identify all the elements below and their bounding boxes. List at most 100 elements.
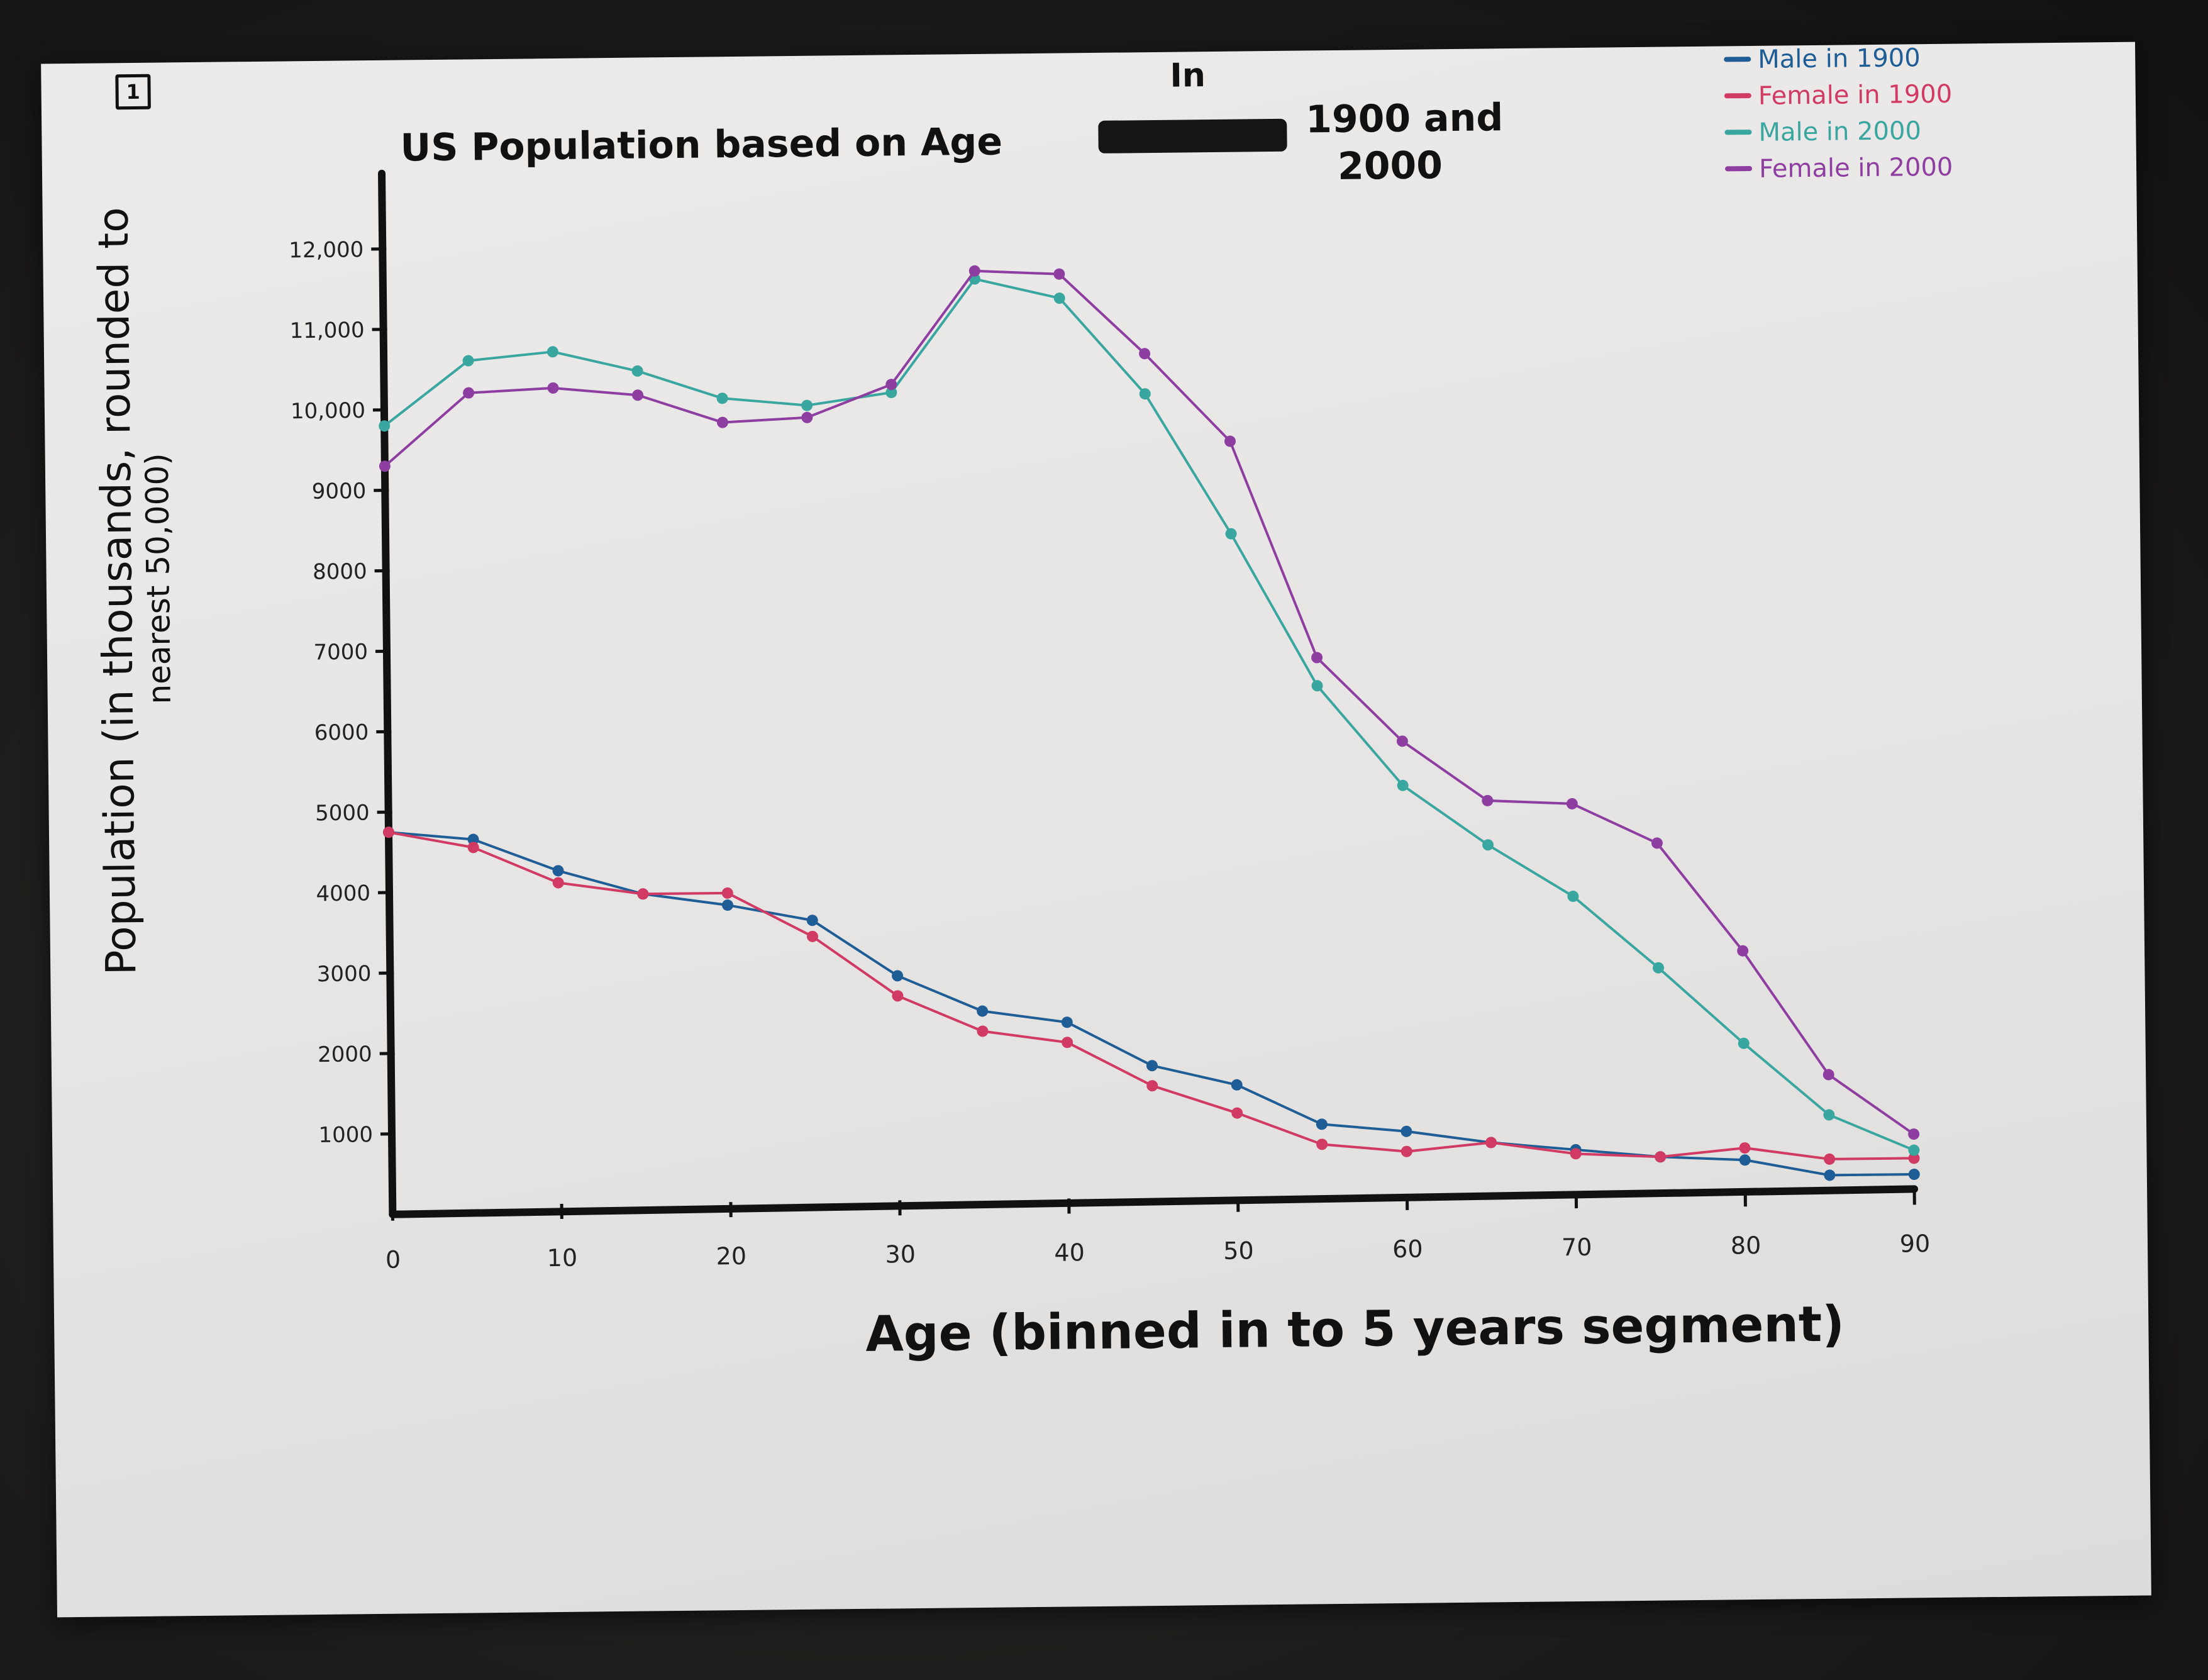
series-line [383, 277, 1915, 1152]
data-point [547, 382, 559, 394]
chart: US Population based on Age In 1900 and 2… [89, 43, 1953, 1363]
data-point [467, 842, 479, 854]
data-point [1738, 1037, 1750, 1049]
data-point [1311, 680, 1323, 692]
data-point [1397, 779, 1409, 791]
data-point [722, 899, 734, 911]
data-point [1737, 945, 1749, 957]
data-point [806, 915, 818, 926]
data-point [1146, 1080, 1158, 1092]
paper-sheet: 1 US Population based on Age In 1900 and… [41, 42, 2151, 1618]
data-point [467, 833, 479, 845]
data-point [1651, 837, 1663, 849]
y-tick-label: 9000 [312, 479, 367, 504]
x-axis-ticks: 0 10 20 30 40 50 60 70 80 90 [386, 1189, 1931, 1274]
data-point [1570, 1148, 1582, 1160]
data-point [1823, 1109, 1835, 1121]
x-axis-line [389, 1185, 1919, 1218]
data-point [885, 387, 897, 399]
y-tick-label: 6000 [314, 720, 369, 746]
y-tick-label: 2000 [318, 1042, 372, 1067]
series-layer [379, 265, 1920, 1181]
x-tick-label: 90 [1900, 1230, 1931, 1258]
title-line1-end: 1900 and [1306, 96, 1504, 142]
data-point [1655, 1151, 1667, 1163]
data-point [379, 420, 391, 432]
data-point [806, 930, 818, 942]
data-point [1224, 435, 1236, 447]
data-point [1824, 1169, 1836, 1181]
data-point [1482, 839, 1494, 851]
series-line [388, 831, 1914, 1177]
x-tick-label: 80 [1731, 1232, 1761, 1260]
x-tick-label: 0 [386, 1246, 401, 1274]
y-tick-label: 10,000 [291, 398, 365, 424]
title-scribble [1098, 118, 1287, 153]
y-tick-label: 12,000 [289, 237, 363, 263]
data-point [1653, 962, 1665, 974]
series-line [388, 831, 1914, 1160]
data-point [1485, 1137, 1497, 1149]
y-axis-line [378, 169, 397, 1218]
data-point [1822, 1069, 1834, 1081]
legend: Male in 1900 Female in 1900 Male in 2000 Fe… [1724, 43, 1953, 184]
data-point [801, 399, 813, 411]
data-point [1401, 1125, 1412, 1137]
x-tick-label: 10 [547, 1244, 578, 1272]
data-point [552, 865, 564, 877]
data-point [1824, 1153, 1836, 1165]
legend-entry: Female in 1900 [1758, 80, 1953, 111]
data-point [1311, 652, 1323, 664]
data-point [1908, 1144, 1920, 1156]
data-point [885, 379, 897, 391]
y-tick-label: 4000 [316, 881, 370, 906]
title-line2: 2000 [1338, 143, 1443, 189]
data-point [1908, 1152, 1920, 1164]
data-point [632, 389, 644, 401]
title-inserted-word: In [1170, 57, 1206, 95]
data-point [1401, 1145, 1412, 1157]
data-point [1053, 292, 1065, 304]
data-point [1908, 1169, 1920, 1181]
data-point [1062, 1037, 1073, 1049]
data-point [977, 1025, 989, 1037]
y-tick-label: 3000 [317, 961, 372, 987]
data-point [1908, 1128, 1920, 1140]
data-point [631, 365, 643, 377]
data-point [1225, 528, 1237, 540]
data-point [462, 355, 474, 367]
data-point [892, 990, 904, 1002]
data-point [801, 411, 813, 423]
x-tick-label: 60 [1392, 1235, 1423, 1264]
data-point [1739, 1154, 1751, 1166]
data-point [1053, 268, 1065, 280]
y-tick-label: 7000 [313, 640, 368, 665]
data-point [1396, 735, 1408, 747]
data-point [1139, 348, 1151, 360]
x-tick-label: 40 [1054, 1238, 1085, 1267]
y-axis-ticks: 1000 2000 3000 4000 5000 6000 7000 8000 9000 10,0… [289, 237, 396, 1148]
legend-entry: Female in 2000 [1759, 153, 1953, 184]
y-tick-label: 11,000 [289, 318, 364, 343]
y-tick-label: 5000 [315, 801, 370, 826]
data-point [977, 1005, 989, 1017]
x-tick-label: 70 [1562, 1233, 1592, 1262]
x-tick-label: 50 [1223, 1237, 1254, 1265]
data-point [1316, 1118, 1328, 1130]
data-point [637, 888, 649, 900]
data-point [1061, 1016, 1073, 1028]
data-point [1231, 1079, 1243, 1091]
data-point [552, 877, 564, 889]
legend-entry: Male in 2000 [1758, 116, 1921, 147]
data-point [716, 392, 728, 404]
x-tick-label: 20 [716, 1242, 746, 1271]
chart-title: US Population based on Age [400, 120, 1002, 170]
data-point [1146, 1060, 1158, 1072]
data-point [968, 265, 980, 277]
data-point [463, 387, 475, 399]
x-axis-label: Age (binned in to 5 years segment) [865, 1296, 1845, 1363]
legend-entry: Male in 1900 [1758, 43, 1921, 74]
data-point [1316, 1138, 1328, 1150]
data-point [721, 887, 733, 899]
data-point [379, 460, 391, 472]
